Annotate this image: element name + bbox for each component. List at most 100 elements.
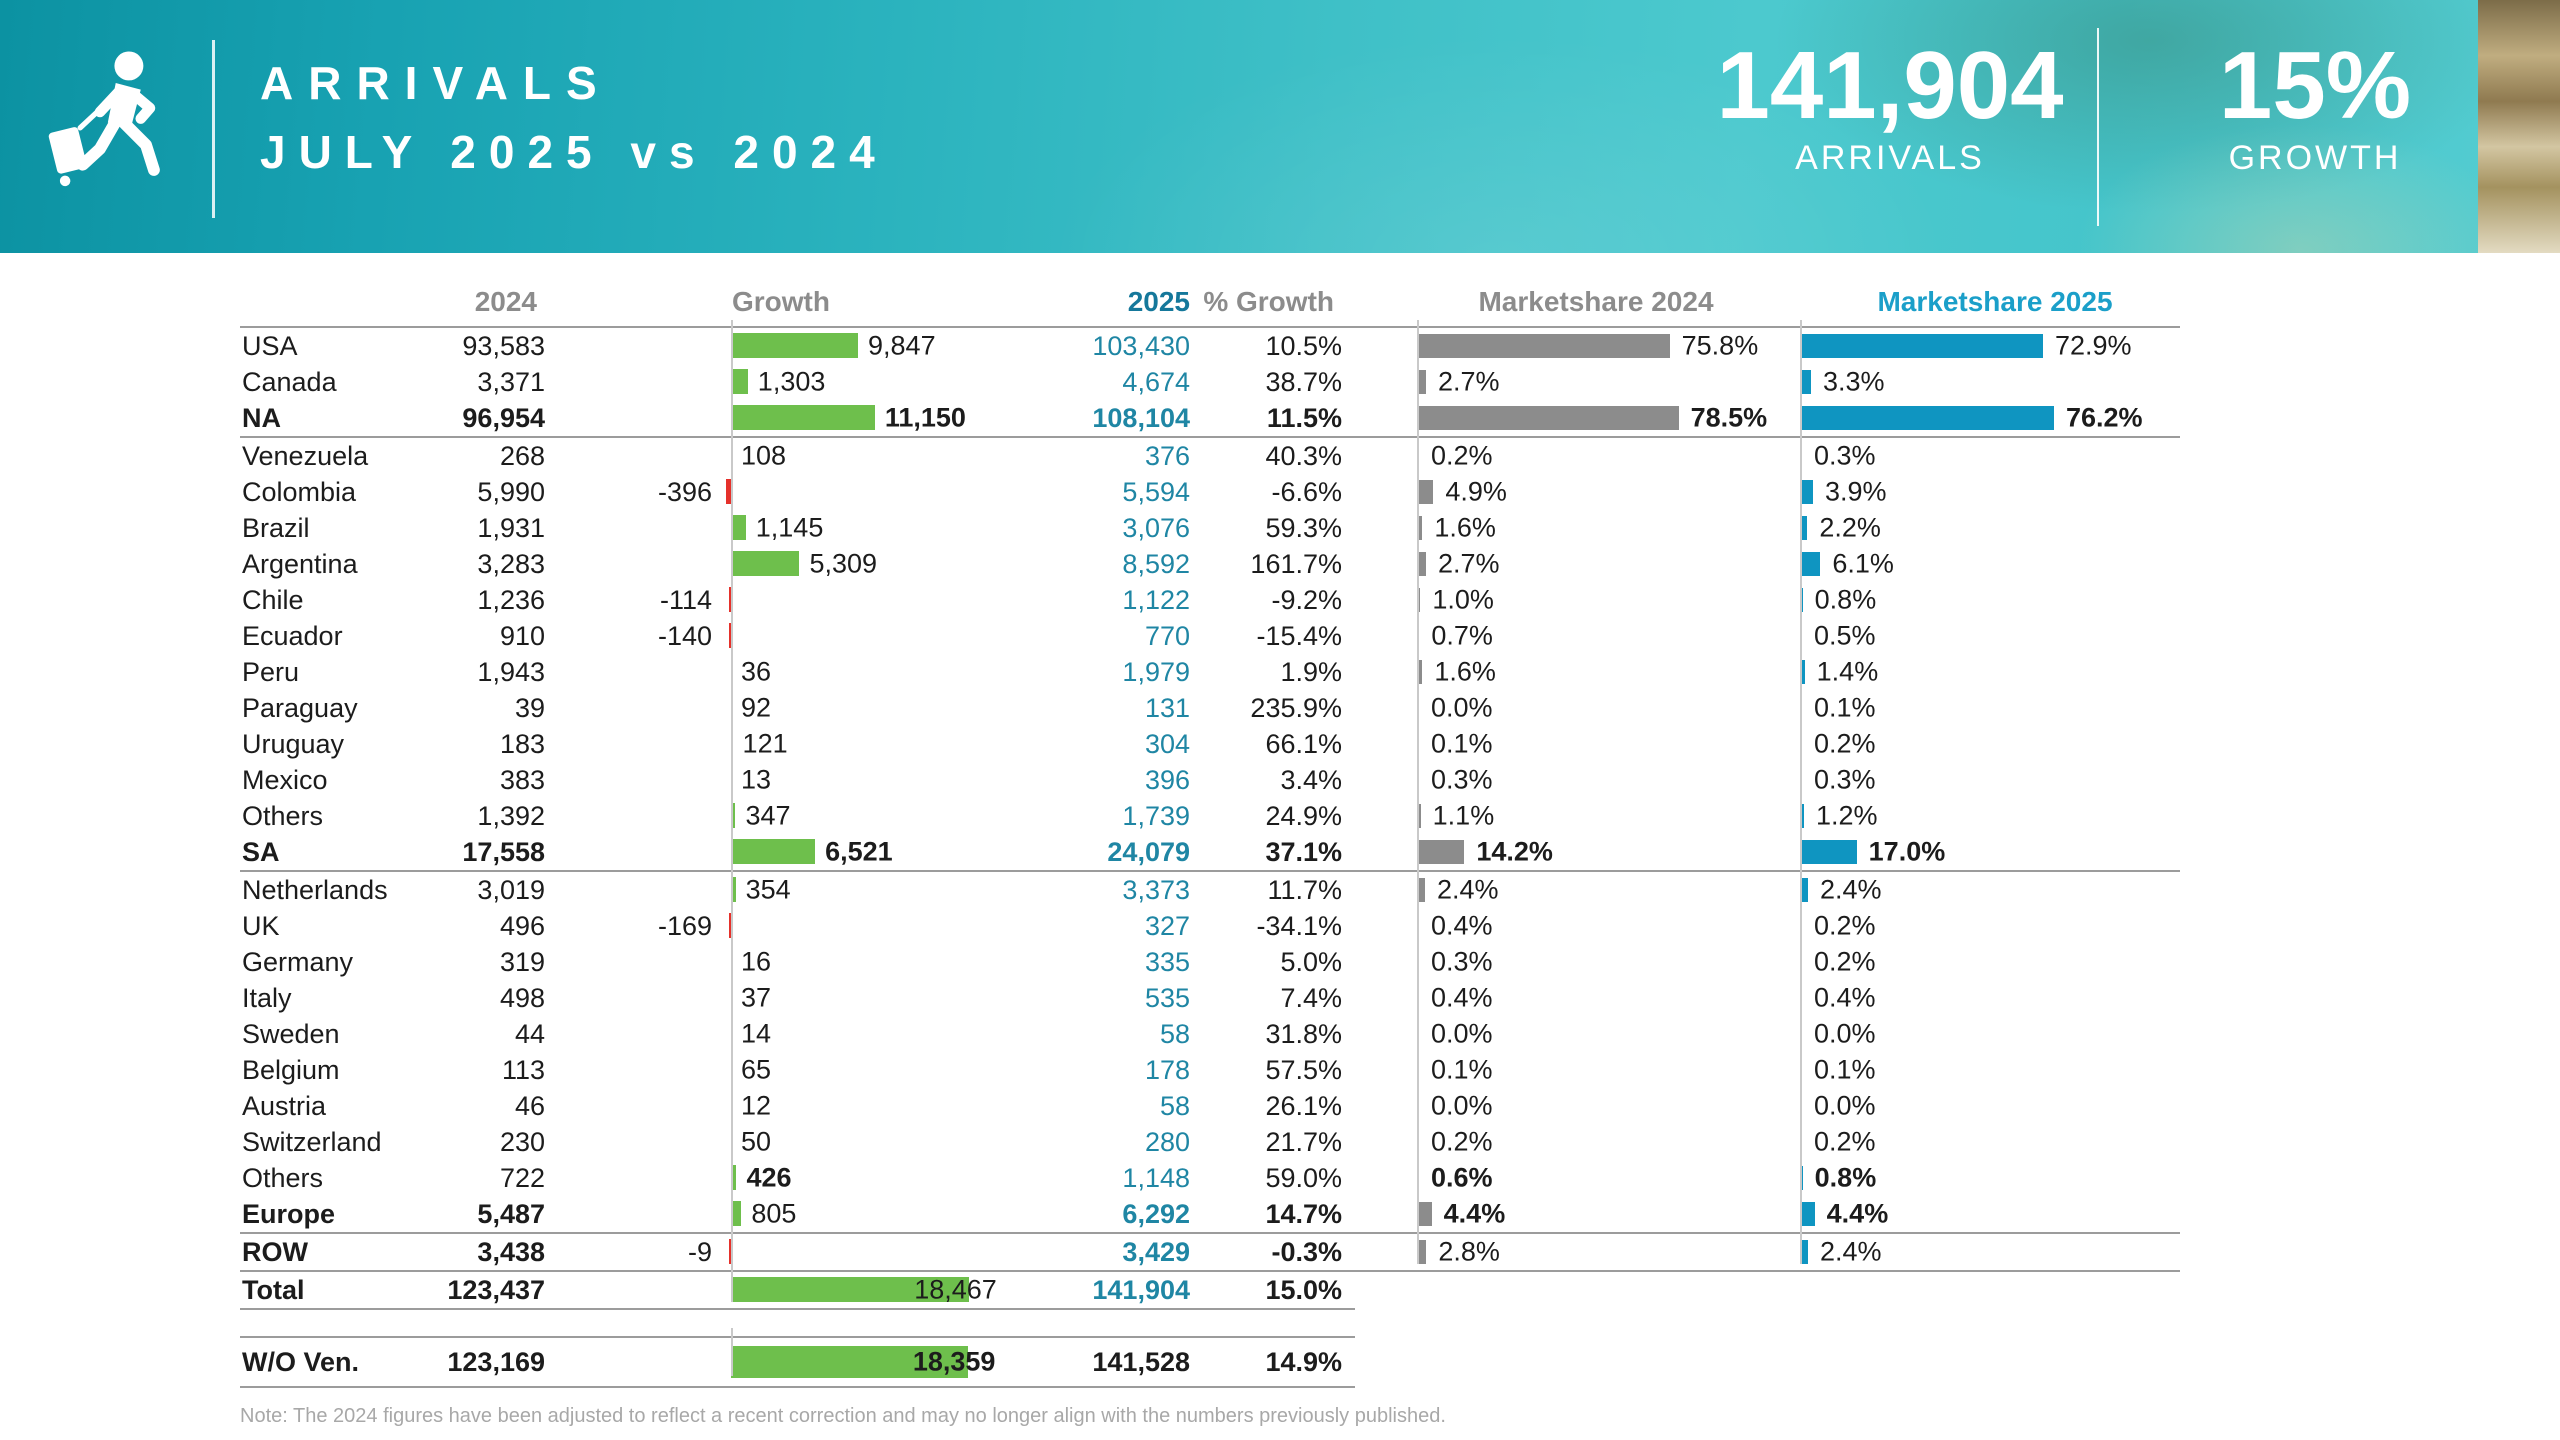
marketshare-2024-bar — [1417, 406, 1679, 430]
marketshare-2024-zone: 0.4% — [1342, 908, 1780, 944]
marketshare-2025-bar — [1800, 370, 1811, 394]
growth-bar-zone: 11,150 — [718, 400, 1072, 436]
table-row: Brazil 1,931 1,145 3,076 59.3% 1.6% 2.2% — [240, 510, 2180, 546]
country-cell: Germany — [242, 946, 354, 977]
growth-negative-bar — [729, 623, 731, 648]
growth-bar-zone: 18,359 — [718, 1338, 1072, 1386]
growth-bar-zone: 121 — [718, 726, 1072, 762]
country-cell: USA — [242, 330, 298, 361]
marketshare-2025-zone: 0.1% — [1780, 1052, 2180, 1088]
marketshare-2025-zone: 2.4% — [1780, 872, 2180, 908]
country-cell: Canada — [242, 366, 337, 397]
growth-bar — [731, 839, 816, 864]
marketshare-2025-label: 6.1% — [1832, 548, 1894, 579]
value-2024-cell: 3,438 — [477, 1236, 545, 1267]
value-2024-cell: 383 — [499, 764, 545, 795]
value-2025-cell: 8,592 — [1122, 548, 1190, 579]
marketshare-2025-label: 0.2% — [1814, 728, 1876, 759]
table-row: Mexico 383 13 396 3.4% 0.3% 0.3% — [240, 762, 2180, 798]
table-row: Peru 1,943 36 1,979 1.9% 1.6% 1.4% — [240, 654, 2180, 690]
marketshare-2025-bar — [1800, 840, 1857, 864]
marketshare-2024-label: 0.0% — [1431, 1090, 1493, 1121]
marketshare-2024-zone: 75.8% — [1342, 328, 1780, 364]
marketshare-2024-label: 78.5% — [1690, 402, 1768, 433]
growth-bar — [731, 1201, 742, 1226]
marketshare-2024-zone: 14.2% — [1342, 834, 1780, 870]
value-2024-cell: 113 — [501, 1054, 545, 1085]
table-row: Europe 5,487 805 6,292 14.7% 4.4% 4.4% — [240, 1196, 2180, 1232]
growth-bar-zone — [718, 474, 1072, 510]
marketshare-2024-label: 0.2% — [1431, 440, 1493, 471]
marketshare-2024-label: 0.3% — [1431, 946, 1493, 977]
beach-umbrella-photo — [2478, 0, 2560, 253]
growth-value-label: 11,150 — [884, 402, 966, 433]
marketshare-2024-zone: 0.3% — [1342, 944, 1780, 980]
marketshare-2024-label: 75.8% — [1681, 330, 1759, 361]
marketshare-2024-label: 14.2% — [1476, 836, 1553, 867]
growth-bar-zone: 6,521 — [718, 834, 1072, 870]
marketshare-2024-zone: 2.7% — [1342, 546, 1780, 582]
value-2024-cell: 93,583 — [462, 330, 545, 361]
value-2025-cell: 335 — [1144, 946, 1190, 977]
country-cell: Venezuela — [242, 440, 369, 471]
value-2025-cell: 178 — [1144, 1054, 1190, 1085]
section-rule — [240, 436, 2180, 438]
growth-bar-zone: 108 — [718, 438, 1072, 474]
pct-growth-cell: -9.2% — [1271, 584, 1342, 615]
country-cell: Belgium — [242, 1054, 340, 1085]
value-2025-cell: 535 — [1144, 982, 1190, 1013]
country-cell: Total — [242, 1274, 305, 1305]
marketshare-2024-zone: 1.6% — [1342, 510, 1780, 546]
pct-growth-cell: 57.5% — [1265, 1054, 1342, 1085]
marketshare-2024-label: 0.0% — [1431, 692, 1493, 723]
marketshare-2025-label: 0.1% — [1814, 692, 1876, 723]
marketshare-2025-label: 0.8% — [1814, 1162, 1877, 1193]
value-2024-cell: 123,437 — [447, 1274, 545, 1305]
pct-growth-cell: 21.7% — [1265, 1126, 1342, 1157]
column-header-growth: Growth — [732, 286, 830, 317]
pct-growth-cell: 37.1% — [1265, 836, 1342, 867]
marketshare-2024-label: 1.0% — [1432, 584, 1494, 615]
table-row: Chile 1,236 -114 1,122 -9.2% 1.0% 0.8% — [240, 582, 2180, 618]
growth-negative-label: -114 — [659, 584, 712, 615]
table-row: SA 17,558 6,521 24,079 37.1% 14.2% 17.0% — [240, 834, 2180, 870]
pct-growth-cell: 38.7% — [1265, 366, 1342, 397]
marketshare-2025-bar — [1800, 480, 1813, 504]
marketshare-2025-zone: 0.0% — [1780, 1016, 2180, 1052]
value-2024-cell: 1,931 — [477, 512, 545, 543]
value-2025-cell: 1,739 — [1122, 800, 1190, 831]
value-2024-cell: 5,990 — [477, 476, 545, 507]
growth-total-label: GROWTH — [2228, 138, 2402, 177]
marketshare-2025-bar — [1800, 552, 1821, 576]
value-2024-cell: 44 — [514, 1018, 545, 1049]
pct-growth-cell: 59.3% — [1265, 512, 1342, 543]
table-row: Paraguay 39 92 131 235.9% 0.0% 0.1% — [240, 690, 2180, 726]
column-header-2025: 2025 — [1127, 286, 1190, 317]
marketshare-2025-zone: 1.4% — [1780, 654, 2180, 690]
country-cell: SA — [242, 836, 280, 867]
marketshare-2025-label: 0.4% — [1814, 982, 1876, 1013]
marketshare-2025-zone — [1780, 1338, 2180, 1386]
table-row: Canada 3,371 1,303 4,674 38.7% 2.7% 3.3% — [240, 364, 2180, 400]
growth-bar-zone: 426 — [718, 1160, 1072, 1196]
marketshare-2025-label: 2.4% — [1819, 874, 1882, 905]
marketshare-2024-label: 0.0% — [1431, 1018, 1493, 1049]
table-row: Ecuador 910 -140 770 -15.4% 0.7% 0.5% — [240, 618, 2180, 654]
value-2025-cell: 280 — [1144, 1126, 1190, 1157]
growth-value-label: 65 — [741, 1054, 772, 1085]
growth-bar-zone — [718, 618, 1072, 654]
growth-negative-bar — [725, 479, 731, 504]
marketshare-2025-label: 0.3% — [1814, 440, 1876, 471]
country-cell: W/O Ven. — [242, 1346, 360, 1377]
growth-value-label: 14 — [741, 1018, 772, 1049]
table-row: Total 123,437 18,467 141,904 15.0% — [240, 1272, 2180, 1308]
marketshare-2025-zone: 0.8% — [1780, 582, 2180, 618]
marketshare-2025-label: 1.4% — [1816, 656, 1879, 687]
marketshare-2025-zone: 6.1% — [1780, 546, 2180, 582]
marketshare-2024-bar — [1417, 480, 1434, 504]
footer-growth-axis-line — [731, 1328, 733, 1376]
growth-axis-line — [731, 320, 733, 1302]
value-2024-cell: 1,943 — [477, 656, 545, 687]
table-row: Germany 319 16 335 5.0% 0.3% 0.2% — [240, 944, 2180, 980]
growth-bar — [731, 877, 736, 902]
